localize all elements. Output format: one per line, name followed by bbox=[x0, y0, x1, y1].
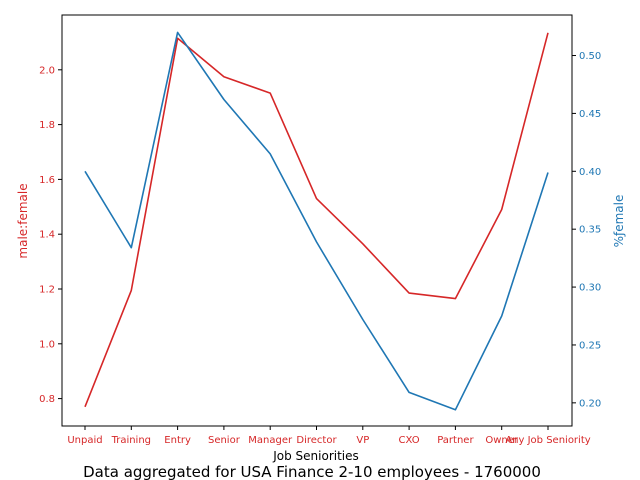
male-female-ratio-series-line bbox=[84, 32, 549, 408]
x-tick-label: Owner bbox=[485, 435, 519, 446]
chart-caption: Data aggregated for USA Finance 2-10 emp… bbox=[83, 463, 541, 480]
right-y-axis-label: %ƒemale bbox=[612, 195, 626, 248]
left-y-tick-label: 1.8 bbox=[39, 120, 55, 131]
left-y-tick-label: 1.4 bbox=[39, 230, 55, 241]
x-tick-label: Partner bbox=[437, 435, 474, 446]
right-y-tick-label: 0.35 bbox=[579, 225, 601, 236]
pct-female-series-line bbox=[84, 31, 549, 411]
right-y-tick-label: 0.30 bbox=[579, 283, 601, 294]
x-tick-label: Manager bbox=[248, 435, 293, 446]
right-y-tick-label: 0.40 bbox=[579, 167, 601, 178]
x-tick-label: Unpaid bbox=[67, 435, 102, 446]
x-axis-label: Job Seniorities bbox=[272, 449, 359, 463]
plot-area: Unpaid Training Entry Senior Manager Director… bbox=[39, 14, 601, 446]
x-tick-label: CXO bbox=[399, 435, 420, 446]
x-tick-label: Entry bbox=[164, 435, 191, 446]
x-tick-label: VP bbox=[356, 435, 369, 446]
left-y-tick-label: 1.6 bbox=[39, 175, 55, 186]
right-y-tick-label: 0.25 bbox=[579, 340, 601, 351]
left-y-tick-label: 2.0 bbox=[39, 65, 55, 76]
x-tick-label: Training bbox=[111, 435, 151, 446]
x-tick-label: Director bbox=[296, 435, 337, 446]
x-tick-label: Any Job Seniority bbox=[505, 435, 590, 446]
left-y-axis-label: male:female bbox=[16, 183, 30, 258]
x-tick-label: Senior bbox=[208, 435, 241, 446]
left-y-tick-label: 1.0 bbox=[39, 339, 55, 350]
left-y-tick-label: 0.8 bbox=[39, 394, 55, 405]
right-y-tick-label: 0.50 bbox=[579, 51, 601, 62]
right-y-tick-label: 0.45 bbox=[579, 109, 601, 120]
left-y-tick-label: 1.2 bbox=[39, 285, 55, 296]
right-y-tick-label: 0.20 bbox=[579, 398, 601, 409]
